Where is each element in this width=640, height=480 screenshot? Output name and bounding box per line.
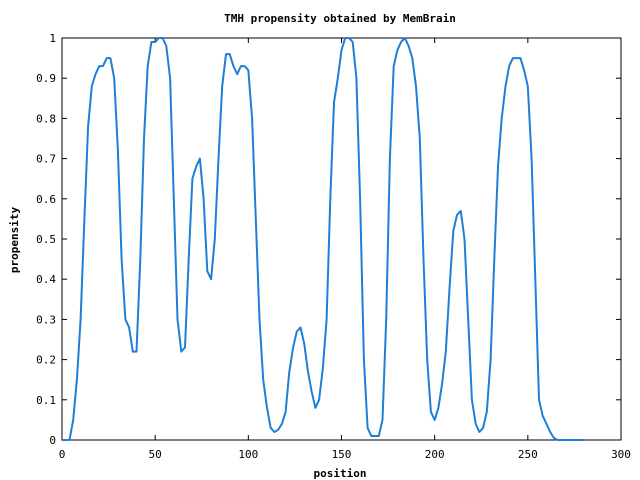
- y-tick-label: 0: [49, 434, 56, 447]
- x-tick-label: 100: [238, 448, 258, 461]
- x-tick-label: 200: [425, 448, 445, 461]
- x-tick-label: 300: [611, 448, 631, 461]
- x-axis-label: position: [314, 467, 367, 480]
- y-tick-label: 0.9: [36, 72, 56, 85]
- y-tick-label: 0.3: [36, 313, 56, 326]
- y-tick-label: 0.5: [36, 233, 56, 246]
- series-line: [62, 37, 584, 441]
- ticks-layer: 0 0.1 0.2 0.3 0.4 0.5 0.6 0.7 0.8 0.9 1 0 50 100 150 20…: [36, 32, 631, 461]
- x-tick-label: 50: [149, 448, 162, 461]
- y-tick-label: 1: [49, 32, 56, 45]
- y-tick-label: 0.7: [36, 153, 56, 166]
- y-tick-label: 0.1: [36, 394, 56, 407]
- y-tick-label: 0.4: [36, 273, 56, 286]
- x-tick-label: 0: [59, 448, 66, 461]
- y-tick-label: 0.2: [36, 354, 56, 367]
- chart-title: TMH propensity obtained by MemBrain: [224, 12, 456, 25]
- y-tick-label: 0.6: [36, 193, 56, 206]
- x-tick-label: 150: [332, 448, 352, 461]
- y-axis-label: propensity: [8, 207, 21, 274]
- y-tick-label: 0.8: [36, 112, 56, 125]
- x-tick-label: 250: [518, 448, 538, 461]
